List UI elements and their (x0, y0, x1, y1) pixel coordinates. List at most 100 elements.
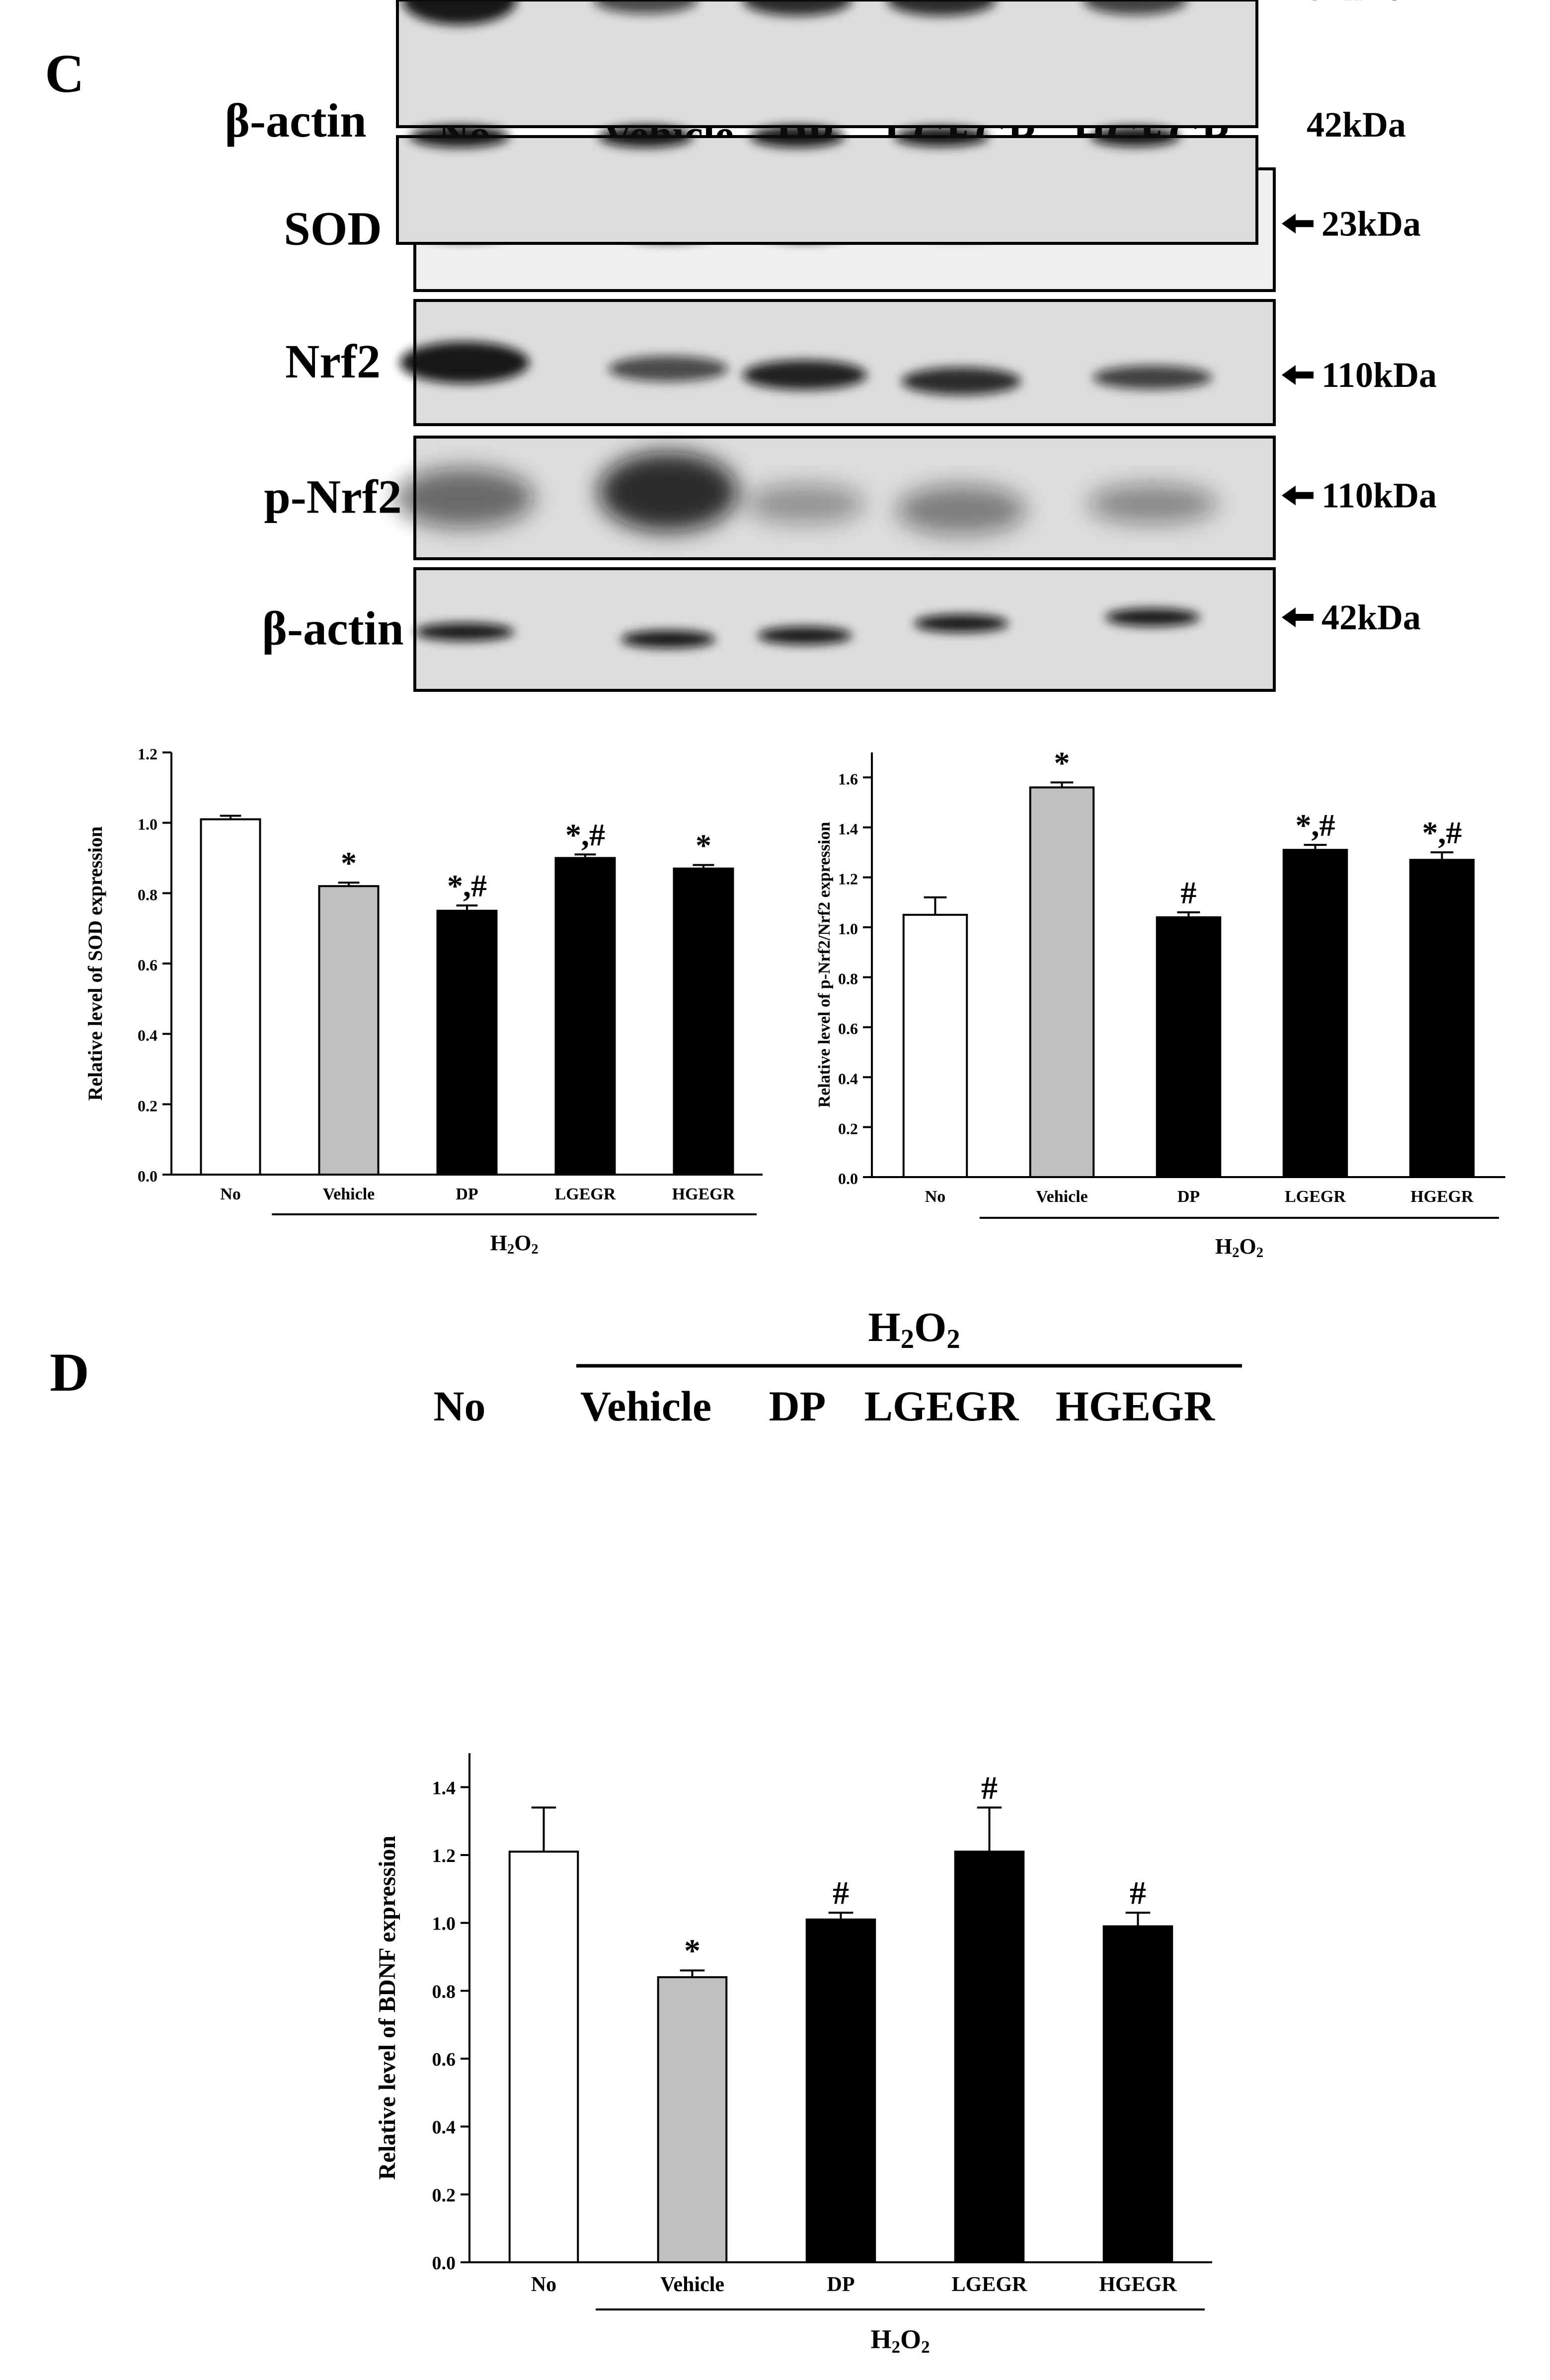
blot-membrane (413, 567, 1276, 692)
band (758, 626, 852, 645)
band (1088, 484, 1217, 524)
x-group-label: H2O2 (1215, 1234, 1263, 1261)
h2o2-symbol: O (1240, 1234, 1256, 1259)
blot-membrane (413, 299, 1276, 426)
protein-label: β-actin (225, 94, 366, 147)
bar (657, 1976, 728, 2263)
x-group-label: H2O2 (871, 2324, 930, 2357)
h2o2-subscript: 2 (507, 1242, 514, 1257)
panel-letter: D (50, 1342, 89, 1403)
y-tick-label: 0.2 (432, 2185, 456, 2206)
blot-membrane (396, 0, 1258, 128)
bar (318, 885, 380, 1176)
band (897, 485, 1026, 535)
h2o2-subscript: 2 (531, 1242, 538, 1257)
x-tick-label: LGEGR (555, 1185, 616, 1203)
h2o2-text: H2O2 (490, 1231, 539, 1257)
blot--actin: β-actin 42kDa (262, 567, 1421, 692)
band (415, 623, 514, 641)
bar-chart-3: 0.0 0.2 0.4 0.6 0.8 1.0 1.2 1.4 Relative level o… (374, 1753, 1212, 2357)
bar (1029, 786, 1095, 1178)
bar (1102, 1925, 1173, 2263)
x-tick-label: Vehicle (660, 2273, 724, 2296)
y-tick-label: 0.2 (838, 1119, 858, 1137)
bar (902, 913, 968, 1178)
band (400, 342, 529, 383)
band (745, 484, 864, 524)
x-tick-label: LGEGR (1285, 1188, 1346, 1206)
arrow-icon (1282, 365, 1314, 385)
x-tick-label: LGEGR (952, 2273, 1027, 2296)
bar (554, 857, 616, 1176)
x-tick-label: DP (827, 2273, 855, 2296)
bar (200, 818, 261, 1176)
band (902, 367, 1021, 395)
band (621, 630, 715, 649)
band (599, 126, 693, 148)
h2o2-subscript: 2 (1256, 1245, 1263, 1261)
lane-label: No (433, 1382, 485, 1430)
arrow-icon (1282, 214, 1314, 234)
significance-mark: *,# (1296, 808, 1335, 843)
y-tick-label: 1.2 (838, 870, 858, 888)
h2o2-subscript: 2 (892, 2337, 901, 2357)
y-tick-label: 0.0 (838, 1170, 858, 1188)
y-tick-label: 0.0 (138, 1167, 157, 1185)
protein-label: β-actin (262, 602, 403, 655)
y-tick-label: 1.0 (432, 1914, 456, 1934)
y-tick-label: 0.4 (838, 1070, 858, 1088)
molecular-weight-label: 42kDa (1307, 105, 1406, 145)
h2o2-symbol: O (514, 1231, 531, 1255)
x-tick-label: No (220, 1185, 241, 1203)
significance-mark: * (1054, 745, 1070, 780)
significance-mark: * (684, 1933, 700, 1969)
y-tick-label: 1.4 (432, 1778, 456, 1798)
lane-label: Vehicle (580, 1382, 711, 1430)
band (743, 360, 867, 390)
x-tick-label: HGEGR (672, 1185, 735, 1203)
x-tick-label: DP (456, 1185, 478, 1203)
significance-mark: *,# (447, 868, 487, 903)
y-tick-label: 0.2 (138, 1097, 157, 1115)
bar-chart-1: 0.0 0.2 0.4 0.6 0.8 1.0 1.2 Relative level of S… (84, 745, 763, 1257)
y-axis-label: Relative level of p-Nrf2/Nrf2 expression (815, 822, 834, 1108)
band (750, 126, 845, 148)
blot--actin: β-actin 42kDa (225, 94, 1406, 245)
y-tick-label: 1.6 (838, 770, 858, 788)
h2o2-subscript: 2 (1232, 1245, 1239, 1261)
blot-panel-d: DH2O2NoVehicleDPLGEGRHGEGRBDNF32kDaβ-act… (50, 0, 1406, 1430)
band (743, 0, 852, 16)
x-tick-label: Vehicle (323, 1185, 375, 1203)
band (395, 468, 534, 528)
significance-mark: *,# (565, 817, 605, 852)
y-axis-label: Relative level of SOD expression (84, 826, 106, 1101)
protein-label: SOD (284, 202, 382, 255)
significance-mark: * (341, 845, 357, 881)
y-tick-label: 0.8 (138, 886, 157, 903)
molecular-weight-label: 42kDa (1321, 597, 1421, 637)
bar (508, 1851, 579, 2264)
significance-mark: # (833, 1875, 849, 1911)
x-group-label: H2O2 (490, 1231, 539, 1257)
y-tick-label: 1.2 (138, 745, 157, 763)
y-tick-label: 0.8 (432, 1981, 456, 2002)
lane-label: LGEGR (864, 1382, 1019, 1430)
y-tick-label: 0.6 (138, 956, 157, 974)
h2o2-symbol: O (900, 2324, 921, 2354)
y-tick-label: 0.0 (432, 2253, 456, 2274)
h2o2-symbol: O (914, 1304, 946, 1350)
h2o2-symbol: H (871, 2324, 892, 2354)
y-tick-label: 0.4 (432, 2117, 456, 2138)
y-tick-label: 0.6 (432, 2049, 456, 2070)
treatment-label: H2O2 (868, 1304, 960, 1354)
h2o2-symbol: H (490, 1231, 507, 1255)
bar (805, 1918, 876, 2263)
x-tick-label: HGEGR (1099, 2273, 1177, 2296)
h2o2-text: H2O2 (868, 1304, 960, 1354)
band (410, 126, 509, 148)
band (599, 452, 738, 532)
lane-label: DP (769, 1382, 826, 1430)
bar (1409, 859, 1475, 1178)
bar (673, 867, 734, 1176)
h2o2-symbol: H (868, 1304, 900, 1350)
